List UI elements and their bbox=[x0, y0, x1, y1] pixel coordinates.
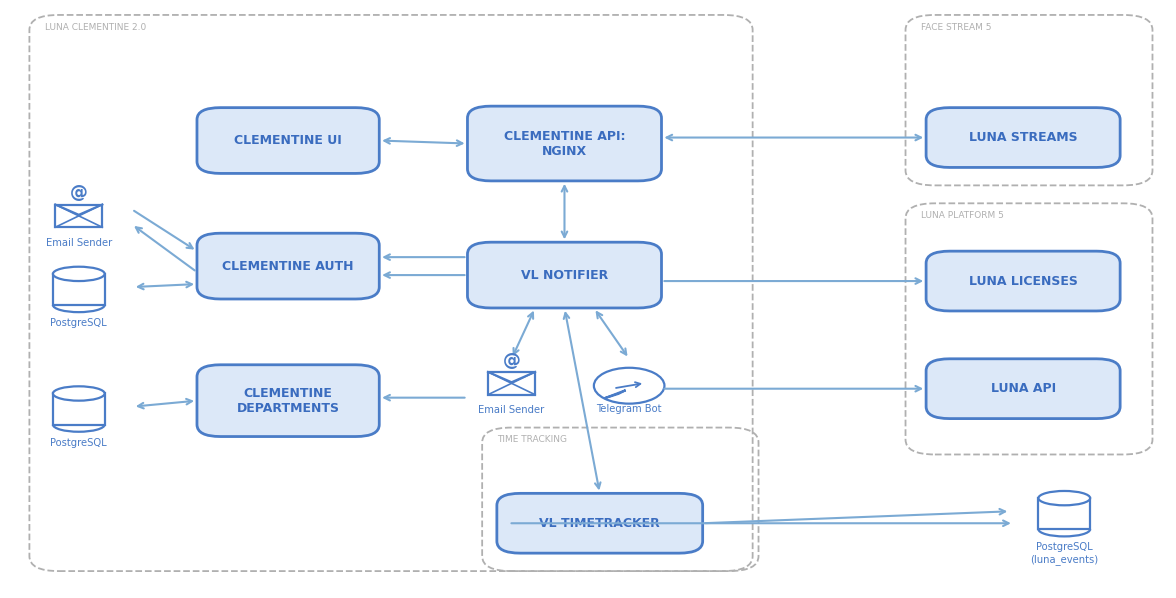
FancyBboxPatch shape bbox=[196, 233, 379, 299]
Circle shape bbox=[594, 368, 664, 404]
Ellipse shape bbox=[1038, 491, 1090, 505]
Text: Telegram Bot: Telegram Bot bbox=[596, 404, 662, 414]
FancyBboxPatch shape bbox=[196, 365, 379, 437]
FancyBboxPatch shape bbox=[196, 108, 379, 173]
Bar bbox=[53, 274, 105, 305]
Text: CLEMENTINE UI: CLEMENTINE UI bbox=[234, 134, 342, 147]
Text: LUNA LICENSES: LUNA LICENSES bbox=[969, 274, 1077, 288]
FancyBboxPatch shape bbox=[927, 251, 1120, 311]
FancyBboxPatch shape bbox=[467, 106, 661, 181]
Text: CLEMENTINE
DEPARTMENTS: CLEMENTINE DEPARTMENTS bbox=[236, 387, 340, 414]
Text: @: @ bbox=[502, 352, 521, 370]
FancyBboxPatch shape bbox=[496, 493, 702, 553]
Text: PostgreSQL: PostgreSQL bbox=[51, 438, 107, 448]
Text: CLEMENTINE API:
NGINX: CLEMENTINE API: NGINX bbox=[503, 130, 626, 157]
Text: CLEMENTINE AUTH: CLEMENTINE AUTH bbox=[222, 260, 354, 273]
FancyBboxPatch shape bbox=[927, 108, 1120, 167]
Text: PostgreSQL
(luna_events): PostgreSQL (luna_events) bbox=[1030, 542, 1098, 565]
Bar bbox=[55, 205, 102, 227]
Text: LUNA API: LUNA API bbox=[990, 382, 1056, 395]
Text: LUNA STREAMS: LUNA STREAMS bbox=[969, 131, 1077, 144]
FancyBboxPatch shape bbox=[927, 359, 1120, 419]
Text: FACE STREAM 5: FACE STREAM 5 bbox=[921, 23, 991, 32]
Text: LUNA PLATFORM 5: LUNA PLATFORM 5 bbox=[921, 211, 1003, 220]
Bar bbox=[53, 393, 105, 425]
Text: @: @ bbox=[69, 184, 88, 202]
Bar bbox=[488, 372, 535, 395]
Text: PostgreSQL: PostgreSQL bbox=[51, 318, 107, 328]
Bar bbox=[1038, 498, 1090, 529]
Text: VL NOTIFIER: VL NOTIFIER bbox=[521, 269, 608, 282]
Polygon shape bbox=[604, 390, 626, 398]
Text: Email Sender: Email Sender bbox=[46, 238, 112, 248]
Text: TIME TRACKING: TIME TRACKING bbox=[497, 435, 568, 444]
Text: Email Sender: Email Sender bbox=[479, 405, 544, 416]
FancyBboxPatch shape bbox=[467, 242, 661, 308]
Text: VL TIMETRACKER: VL TIMETRACKER bbox=[540, 517, 660, 530]
Text: LUNA CLEMENTINE 2.0: LUNA CLEMENTINE 2.0 bbox=[45, 23, 146, 32]
Ellipse shape bbox=[53, 386, 105, 401]
Ellipse shape bbox=[53, 267, 105, 281]
